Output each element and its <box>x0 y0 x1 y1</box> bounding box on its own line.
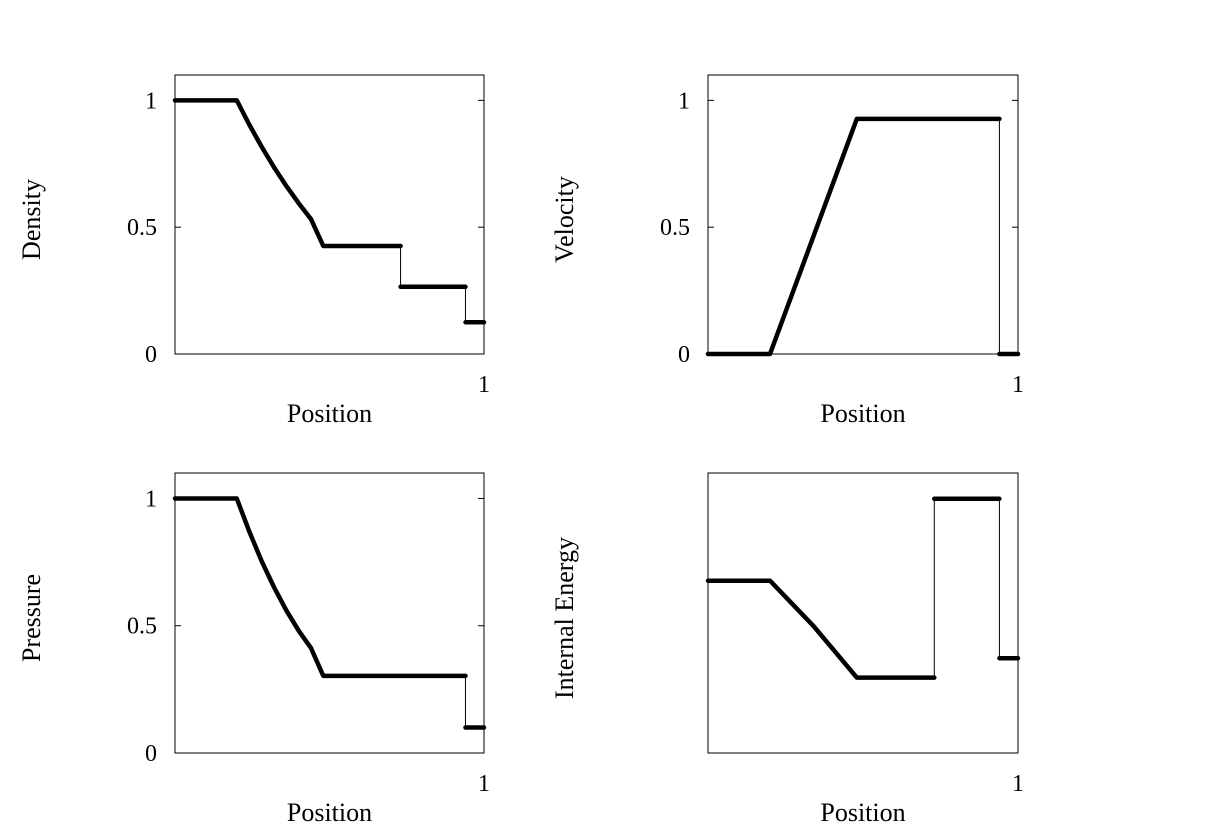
x-tick-label: 1 <box>478 372 490 398</box>
y-tick-label: 1 <box>145 88 157 114</box>
y-tick-label: 0.5 <box>127 614 157 640</box>
jumps-internal-energy <box>933 498 1000 678</box>
velocity-line <box>705 116 1021 357</box>
internal-energy-line <box>705 496 1021 680</box>
x-tick-label: 1 <box>1012 372 1024 398</box>
x-axis-label-velocity: Position <box>820 399 905 428</box>
ticks-velocity: 0 0.5 1 1 <box>660 75 1024 398</box>
y-tick-label: 0.5 <box>660 215 690 241</box>
x-axis-label-density: Position <box>287 399 372 428</box>
panel-velocity: 0 0.5 1 1 Position Velocity <box>550 74 1024 428</box>
x-tick-label: 1 <box>478 771 490 797</box>
panel-density: 0 0.5 1 1 Position Density <box>17 74 490 428</box>
y-axis-label-pressure: Pressure <box>17 574 46 662</box>
panel-internal-energy: 1 Position Internal Energy <box>550 472 1024 827</box>
density-line <box>172 98 487 325</box>
jumps-density <box>400 245 466 323</box>
plot-frame-velocity <box>707 74 1019 355</box>
ticks-density: 0 0.5 1 1 <box>127 75 490 398</box>
x-axis-label-internal-energy: Position <box>820 798 905 827</box>
y-tick-label: 1 <box>678 88 690 114</box>
panel-pressure: 0 0.5 1 1 Position Pressure <box>17 472 490 827</box>
pressure-line <box>172 496 487 730</box>
y-axis-label-internal-energy: Internal Energy <box>550 537 579 699</box>
plot-frame-density <box>174 74 485 355</box>
x-tick-label: 1 <box>1012 771 1024 797</box>
y-tick-label: 0 <box>145 741 157 767</box>
x-axis-label-pressure: Position <box>287 798 372 827</box>
y-axis-label-velocity: Velocity <box>550 176 579 263</box>
y-tick-label: 0 <box>145 342 157 368</box>
y-axis-label-density: Density <box>17 179 46 260</box>
plot-frame-pressure <box>174 472 485 754</box>
ticks-pressure: 0 0.5 1 1 <box>127 473 490 797</box>
y-tick-label: 0.5 <box>127 215 157 241</box>
y-tick-label: 0 <box>678 342 690 368</box>
y-tick-label: 1 <box>145 486 157 512</box>
plot-frame-internal-energy <box>707 472 1019 754</box>
ticks-internal-energy: 1 <box>1012 473 1024 797</box>
